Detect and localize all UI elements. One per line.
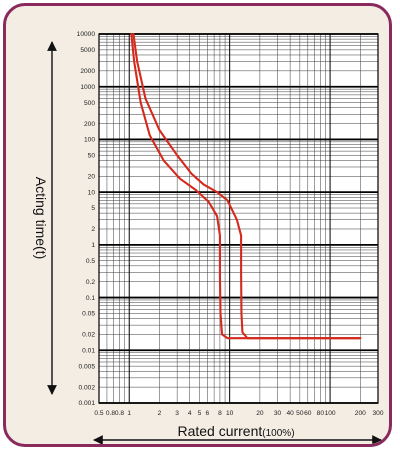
y-tick-label: 500 xyxy=(84,100,95,107)
x-tick-label: 40 xyxy=(286,410,294,417)
y-tick-label: 2000 xyxy=(80,68,95,75)
x-tick-label: 1 xyxy=(127,410,131,417)
minor-grid xyxy=(98,34,379,403)
y-tick-label: 1 xyxy=(91,242,95,249)
y-tick-label: 100 xyxy=(84,137,95,144)
x-tick-label: 6 xyxy=(206,410,210,417)
x-tick-label: 0.5 xyxy=(94,410,103,417)
x-tick-label: 4 xyxy=(188,410,192,417)
y-tick-label: 2 xyxy=(91,226,95,233)
x-axis-label: Rated current(100%) xyxy=(177,423,294,439)
plot-frame xyxy=(98,33,379,404)
x-axis-label-unit: (100%) xyxy=(262,428,294,439)
y-tick-label: 5 xyxy=(91,205,95,212)
y-tick-label: 0.005 xyxy=(78,363,95,370)
y-tick-label: 0.5 xyxy=(86,258,95,265)
time-current-chart: 100005000200010005002001005020105210.50.… xyxy=(33,31,384,444)
y-tick-label: 0.01 xyxy=(82,347,95,354)
x-tick-label: 20 xyxy=(256,410,264,417)
x-tick-label: 100 xyxy=(325,410,336,417)
y-tick-label: 0.1 xyxy=(86,295,95,302)
major-grid xyxy=(98,33,379,404)
x-tick-label: 200 xyxy=(355,410,366,417)
curve-series-1 xyxy=(130,32,362,340)
y-tick-label: 5000 xyxy=(80,47,95,54)
y-tick-label: 200 xyxy=(84,121,95,128)
y-axis-label: Acting time(t) xyxy=(33,177,49,259)
y-tick-label: 10 xyxy=(88,189,96,196)
x-tick-label: 2 xyxy=(158,410,162,417)
x-axis-label-main: Rated current xyxy=(177,423,262,439)
x-tick-label: 0.8 xyxy=(115,410,124,417)
x-tick-label: 50 xyxy=(296,410,304,417)
x-tick-label: 30 xyxy=(274,410,282,417)
x-tick-label: 10 xyxy=(226,410,234,417)
x-tick-label: 3 xyxy=(175,410,179,417)
y-tick-label: 1000 xyxy=(80,84,95,91)
x-tick-label: 8 xyxy=(218,410,222,417)
x-tick-label: 300 xyxy=(372,410,383,417)
y-tick-label: 0.02 xyxy=(82,332,95,339)
y-tick-label: 0.2 xyxy=(86,279,95,286)
curve-series-2 xyxy=(132,32,362,340)
y-tick-label: 10000 xyxy=(77,31,96,38)
series-layer xyxy=(130,32,362,340)
y-tick-label: 50 xyxy=(88,152,96,159)
chart-card: 10000 5000 2000 1000 500 200 100 50 20 10 5 2 1 0.5 0.… xyxy=(3,3,392,447)
x-tick-label: 0.8 xyxy=(106,410,115,417)
y-tick-labels: 10000 5000 2000 1000 500 200 100 50 20 10 5 2 1 0.5 0.… xyxy=(77,31,96,407)
x-tick-label: 80 xyxy=(317,410,325,417)
x-tick-label: 5 xyxy=(198,410,202,417)
y-tick-label: 0.002 xyxy=(78,384,95,391)
y-tick-label: 0.001 xyxy=(78,400,95,407)
y-tick-label: 0.05 xyxy=(82,311,95,318)
x-tick-labels: 0.5 0.8 0.8 1 2 3 4 5 6 8 10 20 30 40 50 60 80 100 200 300 xyxy=(94,410,383,417)
x-tick-label: 60 xyxy=(304,410,312,417)
y-tick-label: 20 xyxy=(88,173,96,180)
